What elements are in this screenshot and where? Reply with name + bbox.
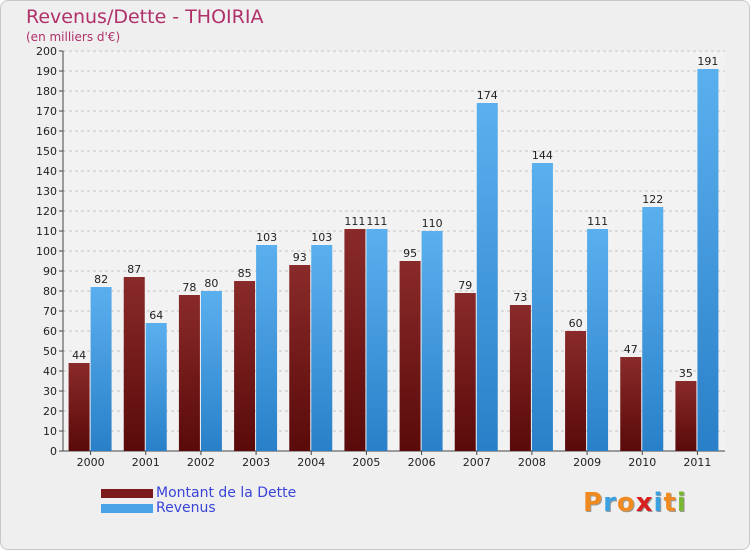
x-tick-label: 2002 <box>187 456 215 469</box>
logo-letter: t <box>663 488 677 518</box>
bar-dette-2001 <box>123 277 145 451</box>
y-tick-label: 90 <box>43 265 57 278</box>
bar-dette-2003 <box>234 281 256 451</box>
y-tick-label: 70 <box>43 305 57 318</box>
data-label: 111 <box>587 215 608 228</box>
logo-letter: i <box>676 488 687 518</box>
data-label: 79 <box>458 279 472 292</box>
data-label: 44 <box>72 349 86 362</box>
x-tick-label: 2006 <box>408 456 436 469</box>
data-label: 93 <box>293 251 307 264</box>
y-tick-label: 60 <box>43 325 57 338</box>
bar-revenus-2003 <box>256 245 278 451</box>
proxiti-logo: Proxiti <box>583 488 687 518</box>
y-tick-label: 40 <box>43 365 57 378</box>
bar-dette-2004 <box>289 265 311 451</box>
y-tick-label: 110 <box>36 225 57 238</box>
x-tick-label: 2003 <box>242 456 270 469</box>
bar-revenus-2002 <box>200 291 222 451</box>
y-tick-label: 100 <box>36 245 57 258</box>
data-label: 103 <box>311 231 332 244</box>
bar-dette-2007 <box>454 293 476 451</box>
data-label: 60 <box>569 317 583 330</box>
x-tick-label: 2004 <box>297 456 325 469</box>
x-tick-label: 2001 <box>132 456 160 469</box>
data-label: 47 <box>624 343 638 356</box>
bar-dette-2006 <box>399 261 421 451</box>
y-tick-label: 80 <box>43 285 57 298</box>
logo-letter: i <box>653 488 664 518</box>
y-tick-label: 200 <box>36 45 57 58</box>
y-tick-label: 120 <box>36 205 57 218</box>
bar-revenus-2007 <box>476 103 498 451</box>
legend-swatch-dette <box>101 489 153 498</box>
y-tick-label: 180 <box>36 85 57 98</box>
y-tick-label: 30 <box>43 385 57 398</box>
bar-dette-2005 <box>344 229 366 451</box>
data-label: 111 <box>366 215 387 228</box>
data-label: 110 <box>422 217 443 230</box>
data-label: 95 <box>403 247 417 260</box>
y-tick-label: 170 <box>36 105 57 118</box>
bar-revenus-2008 <box>531 163 553 451</box>
logo-letter: o <box>616 488 636 518</box>
data-label: 191 <box>697 55 718 68</box>
bar-revenus-2000 <box>90 287 112 451</box>
bar-revenus-2010 <box>642 207 664 451</box>
data-label: 82 <box>94 273 108 286</box>
y-tick-label: 50 <box>43 345 57 358</box>
y-tick-label: 150 <box>36 145 57 158</box>
bar-dette-2002 <box>178 295 200 451</box>
y-tick-label: 160 <box>36 125 57 138</box>
logo-letter: r <box>603 488 617 518</box>
bar-revenus-2009 <box>587 229 609 451</box>
data-label: 64 <box>149 309 163 322</box>
bar-revenus-2005 <box>366 229 388 451</box>
y-tick-label: 0 <box>50 445 57 458</box>
x-tick-label: 2008 <box>518 456 546 469</box>
bar-revenus-2006 <box>421 231 443 451</box>
x-tick-label: 2010 <box>628 456 656 469</box>
y-tick-label: 140 <box>36 165 57 178</box>
data-label: 103 <box>256 231 277 244</box>
x-tick-label: 2011 <box>683 456 711 469</box>
data-label: 87 <box>127 263 141 276</box>
bar-dette-2008 <box>509 305 531 451</box>
logo-letter: P <box>583 488 604 518</box>
data-label: 85 <box>238 267 252 280</box>
bar-dette-2009 <box>565 331 587 451</box>
data-label: 122 <box>642 193 663 206</box>
data-label: 78 <box>182 281 196 294</box>
data-label: 144 <box>532 149 553 162</box>
logo-letter: x <box>635 488 654 518</box>
bar-revenus-2004 <box>311 245 333 451</box>
y-tick-label: 20 <box>43 405 57 418</box>
bar-dette-2010 <box>620 357 642 451</box>
bar-dette-2011 <box>675 381 697 451</box>
bar-revenus-2001 <box>145 323 167 451</box>
chart-title: Revenus/Dette - THOIRIA <box>26 6 264 28</box>
chart-subtitle: (en milliers d'€) <box>26 30 121 44</box>
legend-label-revenus: Revenus <box>156 500 216 516</box>
data-label: 73 <box>513 291 527 304</box>
y-tick-label: 10 <box>43 425 57 438</box>
x-tick-label: 2005 <box>352 456 380 469</box>
bar-revenus-2011 <box>697 69 719 451</box>
legend-label-dette: Montant de la Dette <box>156 485 297 501</box>
data-label: 111 <box>344 215 365 228</box>
y-tick-label: 190 <box>36 65 57 78</box>
x-tick-label: 2009 <box>573 456 601 469</box>
bar-dette-2000 <box>68 363 90 451</box>
legend-swatch-revenus <box>101 504 153 513</box>
data-label: 35 <box>679 367 693 380</box>
x-tick-label: 2000 <box>77 456 105 469</box>
y-tick-label: 130 <box>36 185 57 198</box>
x-tick-label: 2007 <box>463 456 491 469</box>
data-label: 174 <box>477 89 498 102</box>
data-label: 80 <box>204 277 218 290</box>
